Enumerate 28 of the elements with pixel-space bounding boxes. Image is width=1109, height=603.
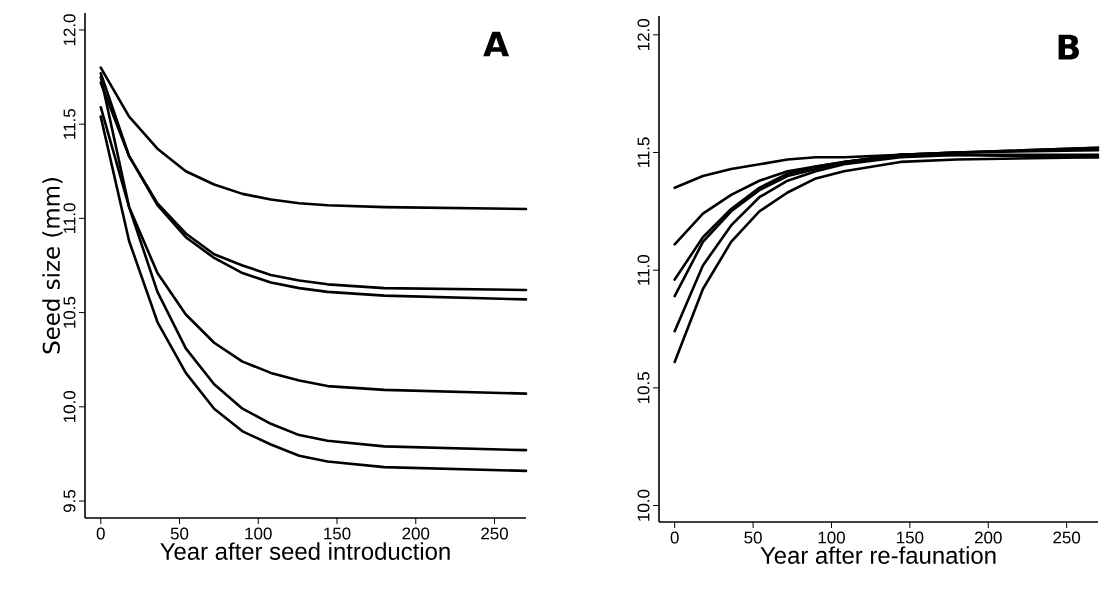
x-tick-label: 100: [818, 531, 845, 544]
x-tick-label: 0: [670, 531, 679, 544]
y-tick-label: 12.0: [637, 19, 650, 51]
y-tick-label: 11.0: [63, 203, 76, 233]
x-tick-label: 0: [96, 527, 105, 540]
x-tick-label: 50: [744, 531, 762, 544]
x-tick-label: 200: [974, 531, 1002, 544]
annotation: A: [483, 31, 510, 57]
y-axis-title: Seed size (mm): [42, 178, 63, 354]
y-tick-label: 11.0: [637, 254, 650, 285]
y-tick-label: 10.5: [637, 372, 650, 404]
y-tick-label: 11.5: [637, 137, 650, 168]
y-tick-label: 9.5: [63, 489, 76, 513]
x-tick-label: 50: [170, 527, 189, 540]
annotation: B: [1058, 34, 1079, 60]
x-tick-label: 250: [1053, 531, 1081, 544]
x-tick-label: 100: [245, 527, 272, 540]
y-tick-label: 10.0: [637, 489, 650, 521]
x-tick-label: 150: [897, 531, 924, 544]
x-tick-label: 150: [324, 527, 351, 540]
x-axis-title: Year after re-faunation: [760, 546, 996, 564]
x-tick-label: 200: [402, 527, 430, 540]
y-tick-label: 10.5: [63, 296, 76, 328]
y-tick-label: 10.0: [63, 391, 76, 423]
x-axis-title: Year after seed introduction: [160, 542, 450, 560]
x-tick-label: 250: [481, 527, 508, 540]
y-tick-label: 12.0: [63, 14, 76, 46]
y-tick-label: 11.5: [63, 109, 76, 139]
